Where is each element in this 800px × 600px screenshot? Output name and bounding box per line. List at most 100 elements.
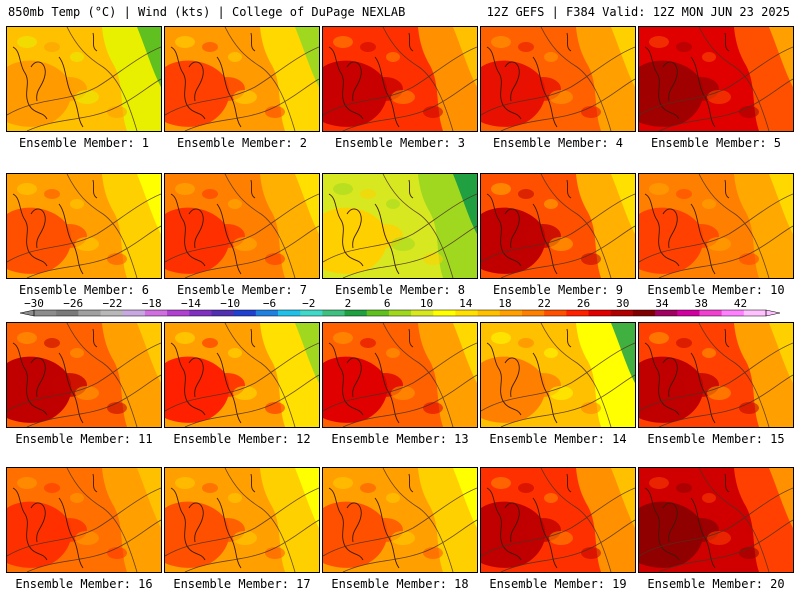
temperature-field-map	[639, 323, 793, 427]
colorbar-right-arrow	[765, 309, 781, 317]
temperature-field-map	[323, 323, 477, 427]
colorbar-segment	[677, 310, 700, 316]
colorbar-segment	[699, 310, 723, 316]
ensemble-member-label: Ensemble Member: 14	[489, 432, 627, 446]
ensemble-member-label: Ensemble Member: 1	[18, 136, 150, 150]
ensemble-member-map	[480, 467, 636, 573]
contour-lines	[7, 323, 161, 427]
colorbar-segment	[411, 310, 434, 316]
coastline-outline	[328, 328, 414, 424]
contour-lines	[323, 27, 477, 131]
coastline-outline	[486, 179, 572, 275]
ensemble-member-label: Ensemble Member: 18	[331, 577, 469, 591]
ensemble-member-map	[164, 467, 320, 573]
coastline-outline	[644, 32, 730, 128]
ensemble-member-label: Ensemble Member: 7	[176, 283, 308, 297]
colorbar-segment	[255, 310, 279, 316]
colorbar-segment	[300, 310, 323, 316]
colorbar-segment	[56, 310, 79, 316]
temperature-field-map	[165, 468, 319, 572]
colorbar-segment	[233, 310, 257, 316]
colorbar-tick-label: 34	[655, 298, 669, 310]
colorbar-segment	[632, 310, 656, 316]
coastline-outline	[12, 328, 98, 424]
colorbar-segment	[743, 310, 767, 316]
coastline-outline	[12, 473, 98, 569]
colorbar-segment	[433, 310, 456, 316]
ensemble-member-label: Ensemble Member: 12	[173, 432, 311, 446]
colorbar-segment	[610, 310, 634, 316]
ensemble-member-label: Ensemble Member: 17	[173, 577, 311, 591]
ensemble-member-map	[638, 173, 794, 279]
colorbar-tick-label: 30	[616, 298, 629, 310]
colorbar-segment	[366, 310, 390, 316]
colorbar-tick-label: −10	[220, 298, 240, 310]
colorbar-segment	[189, 310, 212, 316]
ensemble-member-map	[638, 322, 794, 428]
ensemble-member-label: Ensemble Member: 9	[492, 283, 624, 297]
temperature-field-map	[7, 323, 161, 427]
colorbar-left-arrow	[19, 309, 35, 317]
contour-lines	[639, 468, 793, 572]
ensemble-member-label: Ensemble Member: 11	[15, 432, 153, 446]
temperature-field-map	[7, 27, 161, 131]
colorbar-segment	[455, 310, 479, 316]
ensemble-member-map	[322, 26, 478, 132]
colorbar-tick-label: −2	[302, 298, 315, 310]
colorbar-segment	[278, 310, 301, 316]
ensemble-member-map	[164, 26, 320, 132]
temperature-field-map	[7, 174, 161, 278]
contour-lines	[7, 174, 161, 278]
contour-lines	[481, 174, 635, 278]
ensemble-member-label: Ensemble Member: 13	[331, 432, 469, 446]
ensemble-member-label: Ensemble Member: 5	[650, 136, 782, 150]
colorbar-segment	[588, 310, 612, 316]
map-title: 850mb Temp (°C) | Wind (kts) | College o…	[8, 5, 406, 19]
header: 850mb Temp (°C) | Wind (kts) | College o…	[0, 0, 800, 22]
coastline-outline	[644, 473, 730, 569]
temperature-field-map	[165, 323, 319, 427]
contour-lines	[481, 323, 635, 427]
ensemble-member-map	[638, 467, 794, 573]
colorbar-segment	[167, 310, 190, 316]
ensemble-member-map	[6, 26, 162, 132]
contour-lines	[639, 323, 793, 427]
ensemble-member-label: Ensemble Member: 4	[492, 136, 624, 150]
coastline-outline	[170, 32, 256, 128]
ensemble-member-label: Ensemble Member: 16	[15, 577, 153, 591]
contour-lines	[165, 468, 319, 572]
colorbar-segment	[566, 310, 590, 316]
colorbar-segment	[655, 310, 678, 316]
temperature-field-map	[639, 27, 793, 131]
colorbar-tick-label: −22	[103, 298, 123, 310]
temperature-field-map	[323, 27, 477, 131]
ensemble-member-map	[480, 173, 636, 279]
contour-lines	[165, 174, 319, 278]
ensemble-member-map	[638, 26, 794, 132]
contour-lines	[639, 27, 793, 131]
contour-lines	[165, 323, 319, 427]
coastline-outline	[486, 473, 572, 569]
ensemble-member-label: Ensemble Member: 10	[647, 283, 785, 297]
coastline-outline	[486, 32, 572, 128]
ensemble-member-label: Ensemble Member: 20	[647, 577, 785, 591]
ensemble-member-map	[164, 322, 320, 428]
contour-lines	[481, 27, 635, 131]
colorbar-segment	[34, 310, 57, 316]
ensemble-member-label: Ensemble Member: 3	[334, 136, 466, 150]
colorbar-segment	[211, 310, 235, 316]
coastline-outline	[644, 328, 730, 424]
temperature-field-map	[323, 174, 477, 278]
coastline-outline	[12, 179, 98, 275]
temperature-field-map	[165, 174, 319, 278]
colorbar-tick-label: 2	[345, 298, 352, 310]
coastline-outline	[644, 179, 730, 275]
temperature-field-map	[481, 174, 635, 278]
colorbar-segment	[544, 310, 567, 316]
colorbar-tick-label: −30	[24, 298, 44, 310]
colorbar-tick-label: 26	[577, 298, 590, 310]
colorbar-tick-label: 10	[420, 298, 433, 310]
temperature-field-map	[7, 468, 161, 572]
colorbar-tick-label: 22	[538, 298, 551, 310]
temperature-field-map	[639, 468, 793, 572]
